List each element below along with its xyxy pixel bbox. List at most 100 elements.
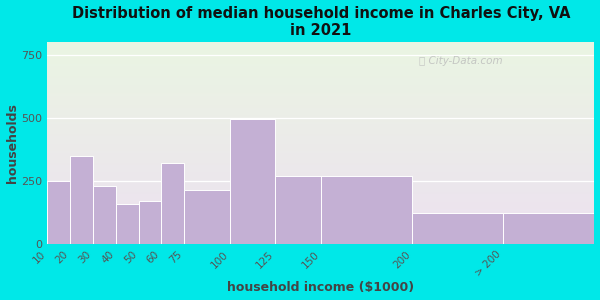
Bar (47, 69, 595, 70)
Bar (47, 217, 595, 218)
Bar (47, 109, 595, 110)
Bar (47, 194, 595, 195)
Bar (47, 242, 595, 243)
Bar (47, 183, 595, 184)
Bar (47, 121, 595, 122)
Bar (47, 184, 595, 186)
Bar (321, 176, 412, 244)
Bar (47, 45, 595, 46)
Bar (47, 161, 595, 162)
Bar (47, 74, 595, 75)
Bar (47, 146, 595, 147)
Bar (47, 134, 595, 135)
Bar (47, 213, 595, 214)
Bar (139, 201, 161, 244)
Bar (47, 125, 595, 126)
Bar (47, 84, 595, 86)
Bar (47, 118, 595, 119)
Bar (47, 186, 595, 187)
Bar (47, 241, 595, 242)
Bar (47, 196, 595, 197)
Bar (47, 231, 595, 232)
Bar (47, 191, 595, 192)
Bar (47, 52, 595, 53)
Bar (47, 100, 595, 102)
Bar (47, 68, 595, 69)
Bar (47, 198, 595, 199)
Bar (47, 149, 595, 150)
Bar (47, 212, 595, 213)
Bar (116, 204, 139, 244)
Bar (47, 127, 595, 128)
Bar (47, 85, 595, 86)
Text: ⓘ City-Data.com: ⓘ City-Data.com (419, 56, 503, 66)
Bar (47, 44, 595, 45)
Bar (47, 205, 595, 206)
Bar (47, 108, 595, 109)
Bar (47, 75, 595, 76)
Bar (47, 124, 595, 125)
Bar (47, 70, 595, 71)
Bar (47, 209, 595, 210)
Bar (47, 222, 595, 223)
Bar (47, 204, 595, 205)
Bar (47, 145, 595, 146)
Bar (47, 131, 595, 132)
Bar (47, 159, 595, 160)
Bar (47, 143, 595, 144)
Bar (47, 102, 595, 103)
Bar (47, 144, 595, 145)
Bar (47, 208, 595, 209)
Bar (47, 226, 595, 227)
Bar (47, 56, 595, 57)
Bar (47, 197, 595, 198)
Bar (47, 72, 595, 73)
Bar (47, 158, 595, 159)
Bar (47, 120, 595, 121)
Bar (47, 104, 595, 105)
Bar (47, 117, 595, 118)
Bar (47, 233, 595, 234)
Bar (47, 201, 595, 202)
Bar (47, 167, 595, 168)
Bar (47, 151, 595, 152)
Bar (47, 71, 595, 72)
Bar (47, 100, 595, 101)
Bar (47, 160, 595, 161)
Bar (47, 133, 595, 134)
Bar (93, 186, 116, 244)
Bar (47, 48, 595, 49)
Bar (47, 170, 595, 172)
Bar (47, 62, 595, 63)
Bar (47, 189, 595, 190)
Bar (47, 77, 595, 78)
Bar (47, 141, 595, 142)
Bar (47, 46, 595, 47)
Bar (47, 206, 595, 207)
Bar (47, 218, 595, 219)
Bar (47, 89, 595, 91)
Bar (47, 235, 595, 236)
Bar (47, 132, 595, 133)
Bar (47, 207, 595, 208)
Bar (47, 187, 595, 188)
Bar (47, 168, 595, 169)
Bar (47, 181, 595, 182)
Bar (184, 190, 230, 244)
Bar (47, 82, 595, 83)
Bar (47, 83, 595, 84)
Bar (47, 142, 595, 143)
Bar (47, 238, 595, 239)
Bar (47, 138, 595, 139)
Bar (47, 66, 595, 67)
Bar (47, 202, 595, 203)
Bar (47, 162, 595, 164)
Bar (47, 139, 595, 140)
Bar (47, 148, 595, 149)
Bar (47, 42, 595, 43)
Bar (47, 215, 595, 216)
Bar (47, 107, 595, 108)
Bar (230, 119, 275, 244)
Bar (47, 164, 595, 165)
Bar (47, 192, 595, 193)
